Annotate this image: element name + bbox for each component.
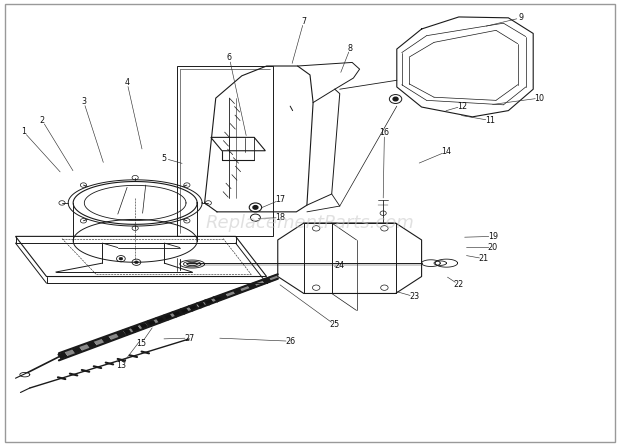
- Circle shape: [393, 97, 398, 101]
- Polygon shape: [232, 288, 243, 295]
- Polygon shape: [218, 293, 228, 300]
- Circle shape: [253, 206, 258, 209]
- Text: 12: 12: [457, 102, 467, 111]
- Polygon shape: [115, 330, 126, 338]
- Text: 13: 13: [116, 361, 126, 370]
- Polygon shape: [138, 322, 148, 330]
- Text: ReplacementParts.com: ReplacementParts.com: [206, 214, 414, 232]
- Circle shape: [135, 261, 138, 264]
- Text: 21: 21: [479, 254, 489, 263]
- Text: 27: 27: [184, 334, 194, 343]
- Polygon shape: [203, 298, 214, 306]
- Text: 20: 20: [488, 243, 498, 252]
- Polygon shape: [130, 325, 141, 332]
- Polygon shape: [210, 296, 221, 303]
- Polygon shape: [144, 320, 156, 327]
- Polygon shape: [167, 312, 177, 319]
- Text: 9: 9: [518, 13, 523, 22]
- Text: 3: 3: [81, 97, 86, 106]
- Polygon shape: [155, 317, 164, 324]
- Text: 4: 4: [125, 78, 130, 87]
- Polygon shape: [239, 285, 250, 292]
- Polygon shape: [79, 344, 90, 351]
- Polygon shape: [174, 309, 185, 316]
- Polygon shape: [247, 282, 257, 289]
- Polygon shape: [94, 339, 104, 346]
- Polygon shape: [72, 347, 82, 354]
- Text: 11: 11: [485, 116, 495, 125]
- Polygon shape: [188, 304, 199, 311]
- Polygon shape: [122, 329, 131, 336]
- Text: 6: 6: [227, 54, 232, 62]
- Text: 22: 22: [454, 280, 464, 289]
- Polygon shape: [213, 296, 221, 303]
- Polygon shape: [172, 311, 180, 318]
- Text: 8: 8: [348, 44, 353, 53]
- Polygon shape: [196, 301, 206, 308]
- Polygon shape: [139, 323, 148, 330]
- Text: 23: 23: [409, 292, 419, 301]
- Text: 19: 19: [488, 232, 498, 241]
- Text: 15: 15: [136, 339, 146, 348]
- Text: 26: 26: [285, 337, 295, 346]
- Polygon shape: [123, 328, 133, 335]
- Polygon shape: [205, 299, 213, 306]
- Text: 2: 2: [40, 116, 45, 125]
- Polygon shape: [64, 349, 75, 356]
- Text: 17: 17: [275, 195, 285, 204]
- Text: 5: 5: [162, 154, 167, 163]
- Polygon shape: [86, 341, 97, 348]
- Polygon shape: [180, 308, 188, 315]
- Polygon shape: [181, 306, 192, 314]
- Text: 18: 18: [275, 213, 285, 222]
- Text: 1: 1: [21, 127, 26, 136]
- Text: 24: 24: [335, 261, 345, 270]
- Polygon shape: [163, 314, 172, 321]
- Text: 16: 16: [379, 128, 389, 137]
- Polygon shape: [269, 274, 280, 281]
- Polygon shape: [225, 290, 236, 297]
- Text: 7: 7: [301, 17, 306, 26]
- Polygon shape: [131, 326, 140, 333]
- Polygon shape: [159, 314, 170, 322]
- Polygon shape: [108, 333, 119, 340]
- Circle shape: [119, 257, 123, 260]
- Polygon shape: [262, 277, 272, 284]
- Text: 10: 10: [534, 94, 544, 103]
- Polygon shape: [188, 305, 197, 312]
- Polygon shape: [196, 302, 205, 309]
- Text: 14: 14: [441, 147, 451, 156]
- Polygon shape: [147, 320, 156, 327]
- Polygon shape: [152, 317, 162, 324]
- Polygon shape: [101, 336, 112, 343]
- Polygon shape: [254, 280, 265, 287]
- Text: 25: 25: [330, 320, 340, 329]
- Polygon shape: [57, 352, 68, 359]
